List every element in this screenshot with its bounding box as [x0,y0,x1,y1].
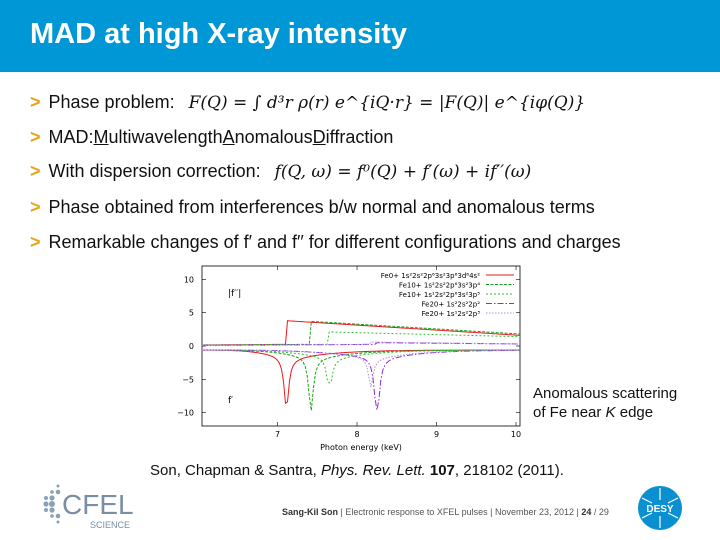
dispersion-equation: f(Q, ω) = f⁰(Q) + f′(ω) + if′′(ω) [274,162,532,182]
annotation-text: of Fe near [533,404,606,421]
citation: Son, Chapman & Santra, Phys. Rev. Lett. … [150,462,564,479]
acronym-letter-d: D [312,127,326,147]
desy-wordmark: DESY [646,504,674,515]
bullet-text-part: iffraction [325,127,394,147]
y-axis: 10 5 0 −5 −10 [177,275,520,418]
bullet-dispersion: > With dispersion correction: f(Q, ω) = … [30,161,531,182]
series-line [202,341,520,346]
y-tick-label: −10 [177,409,194,418]
citation-journal: Phys. Rev. Lett. [320,462,426,479]
legend-label: Fe0+ 1s²2s²2p⁶3s²3p⁶3d⁶4s² [381,272,480,280]
fp-label: f′ [228,396,233,406]
phase-equation: F(Q) = ∫ d³r ρ(r) e^{iQ·r} = |F(Q)| e^{i… [188,93,586,113]
anomalous-scattering-chart: 10 5 0 −5 −10 7 8 9 10 Fe0+ 1s²2s²2p⁶3s²3p⁶3d⁶4… [177,265,521,452]
y-tick-label: 10 [184,275,194,284]
bullet-arrow-icon: > [30,232,41,252]
bullet-remarkable-changes: > Remarkable changes of f′ and f′′ for d… [30,232,621,253]
annotation-line: Anomalous scattering [533,385,678,402]
bullet-arrow-icon: > [30,92,41,112]
legend-label: Fe10+ 1s¹2s²2p⁶3s²3p⁵ [399,291,480,299]
desy-logo: DESY [638,486,682,530]
bullet-arrow-icon: > [30,197,41,217]
x-tick-label: 8 [354,430,359,439]
series-line [202,342,520,346]
plot-frame [201,265,521,427]
footer: Sang-Kil Son | Electronic response to XF… [282,507,609,517]
series-lines [202,320,521,411]
x-tick-label: 10 [511,430,521,439]
series-line [202,349,520,405]
bullet-arrow-icon: > [30,161,41,181]
bullet-phase-interference: > Phase obtained from interferences b/w … [30,197,595,218]
bullet-text: Phase obtained from interferences b/w no… [48,197,595,217]
annotation-text: edge [615,404,654,421]
acronym-letter-a: A [222,127,235,147]
bullet-text-part: nomalous [234,127,313,147]
cfel-logo: CFEL SCIENCE [43,484,134,530]
citation-volume: 107 [429,462,455,479]
series-line [202,349,520,411]
citation-pages: , 218102 (2011). [454,462,564,479]
bullet-text: MAD: [48,127,94,147]
y-tick-label: 5 [189,309,194,318]
legend-label: Fe20+ 1s¹2s²2p³ [422,310,481,318]
x-axis-label: Photon energy (keV) [320,443,402,452]
cfel-subtext: SCIENCE [90,520,130,530]
footer-date: November 23, 2012 [494,507,575,517]
annotation-k: K [605,404,616,421]
bullet-text: With dispersion correction: [48,161,261,181]
bullet-phase-problem: > Phase problem: F(Q) = ∫ d³r ρ(r) e^{iQ… [30,92,585,113]
x-tick-label: 7 [275,430,280,439]
y-tick-label: 0 [189,342,194,351]
footer-talk-title: Electronic response to XFEL pulses [345,507,488,517]
annotation-line: of Fe near K edge [533,403,677,422]
series-line [202,320,521,346]
bullet-arrow-icon: > [30,127,41,147]
footer-page-number: 24 [581,507,592,517]
legend-label: Fe10+ 1s²2s²2p⁶3s²3p⁴ [399,282,480,290]
cfel-wordmark: CFEL [62,489,134,520]
fpp-label: |f′′| [228,289,241,299]
y-tick-label: −5 [182,375,194,384]
x-tick-label: 9 [434,430,439,439]
footer-page-total: / 29 [593,507,609,517]
series-line [202,349,520,388]
footer-author: Sang-Kil Son [282,507,338,517]
slide-title: MAD at high X-ray intensity [30,18,408,50]
series-line [202,331,521,346]
citation-authors: Son, Chapman & Santra, [150,462,321,479]
legend-label: Fe20+ 1s²2s²2p² [422,301,481,309]
chart-annotation: Anomalous scattering of Fe near K edge [533,384,677,422]
title-bar: MAD at high X-ray intensity [0,0,720,72]
chart-legend: Fe0+ 1s²2s²2p⁶3s²3p⁶3d⁶4s² Fe10+ 1s²2s²2p… [381,272,514,318]
bullet-text-part: ultiwavelength [108,127,223,147]
bullet-text: Phase problem: [48,92,175,112]
acronym-letter-m: M [93,127,109,147]
bullet-text: Remarkable changes of f′ and f′′ for dif… [48,232,621,252]
series-line [202,349,520,384]
x-axis: 7 8 9 10 [275,266,521,439]
